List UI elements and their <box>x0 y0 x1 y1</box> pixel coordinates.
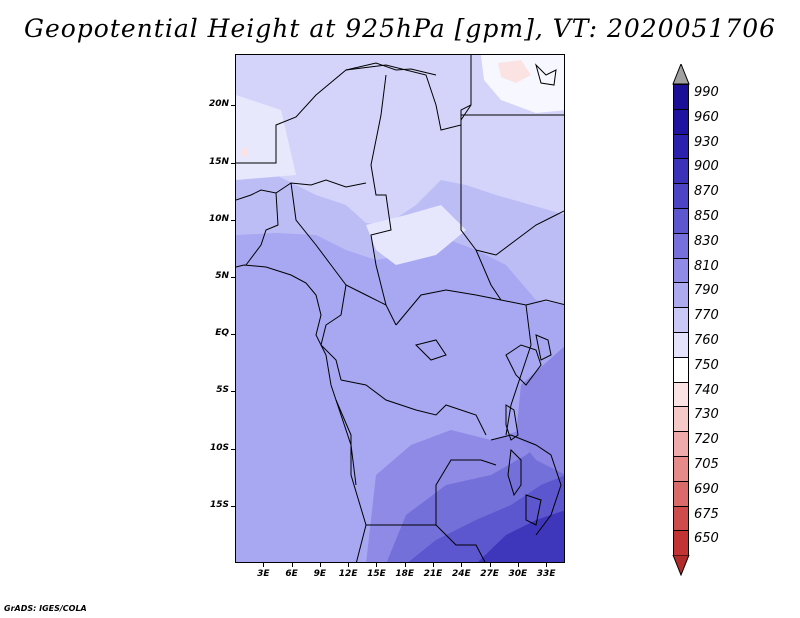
colorbar-swatch <box>673 381 689 408</box>
lat-tick-label: EQ <box>215 328 229 339</box>
lon-tick-mark <box>461 563 463 567</box>
colorbar-swatch <box>673 431 689 457</box>
colorbar-level-label: 770 <box>694 308 719 324</box>
lat-tick-mark <box>231 277 235 279</box>
shade-west-pink <box>241 147 248 157</box>
colorbar-level-label: 810 <box>694 258 719 274</box>
colorbar-swatch <box>673 332 689 358</box>
colorbar-level-label: 990 <box>694 85 719 100</box>
colorbar-swatch <box>673 356 689 383</box>
colorbar-level-label: 730 <box>694 407 719 423</box>
colorbar-level-label: 930 <box>694 134 719 150</box>
lat-tick-label: 5N <box>215 271 229 282</box>
colorbar-level-label: 960 <box>694 109 719 125</box>
lon-tick-mark <box>319 563 321 567</box>
colorbar-level-label: 650 <box>694 531 719 547</box>
lon-tick-mark <box>348 563 350 567</box>
colorbar-level-label: 705 <box>694 457 719 472</box>
colorbar-swatch <box>673 505 689 532</box>
lon-tick-label: 9E <box>313 569 327 579</box>
colorbar-swatch <box>673 257 689 284</box>
lat-tick-label: 20N <box>208 99 229 110</box>
lat-tick-label: 10N <box>208 213 229 224</box>
colorbar-level-label: 900 <box>694 159 719 175</box>
lat-tick-mark <box>231 334 235 336</box>
lon-tick-label: 24E <box>451 569 471 579</box>
colorbar-level-label: 830 <box>694 233 719 249</box>
lat-tick-mark <box>231 505 235 507</box>
colorbar-swatch <box>673 183 689 209</box>
lat-tick-label: 10S <box>209 442 229 453</box>
colorbar-swatch <box>673 208 689 234</box>
colorbar-swatch <box>673 282 689 309</box>
shade-central-light <box>366 205 466 265</box>
colorbar-swatch <box>673 480 689 507</box>
colorbar-level-label: 675 <box>694 506 719 522</box>
colorbar-swatch <box>673 307 689 333</box>
lat-tick-mark <box>231 105 235 107</box>
colorbar-swatch <box>673 133 689 160</box>
lat-tick-mark <box>231 391 235 393</box>
colorbar-swatch <box>673 158 689 185</box>
lon-tick-mark <box>546 563 548 567</box>
lon-tick-mark <box>489 563 491 567</box>
lon-tick-mark <box>263 563 265 567</box>
lon-tick-label: 3E <box>257 569 270 579</box>
colorbar-level-label: 740 <box>694 382 719 398</box>
map-panel <box>235 54 565 563</box>
lon-tick-mark <box>291 563 293 567</box>
colorbar-level-label: 760 <box>694 333 719 348</box>
map-title: Geopotential Height at 925hPa [gpm], VT:… <box>23 14 777 43</box>
geopotential-map <box>236 55 564 562</box>
lat-tick-mark <box>231 219 235 221</box>
lon-tick-mark <box>517 563 519 567</box>
lon-tick-label: 18E <box>395 569 415 579</box>
lon-tick-mark <box>376 563 378 567</box>
lon-tick-label: 33E <box>536 569 556 579</box>
lon-tick-mark <box>404 563 406 567</box>
lat-tick-mark <box>231 448 235 450</box>
colorbar-level-label: 790 <box>694 283 719 299</box>
lon-tick-label: 30E <box>508 569 528 579</box>
shade-south-band-4 <box>478 510 564 562</box>
colorbar-level-label: 720 <box>694 432 719 448</box>
colorbar: 990 960 930 900 870 850 830 810 790 770 760 750 740 7… <box>672 64 752 577</box>
shade-west-light <box>236 95 296 180</box>
grads-credit: GrADS: IGES/COLA <box>4 604 87 613</box>
colorbar-top-arrow <box>672 64 690 85</box>
colorbar-level-label: 850 <box>694 209 719 224</box>
shade-ne-pink <box>498 60 531 83</box>
country-borders <box>236 55 564 562</box>
lon-tick-label: 12E <box>338 569 358 579</box>
colorbar-level-label: 870 <box>694 184 719 200</box>
lon-tick-label: 21E <box>423 569 443 579</box>
colorbar-swatch <box>673 84 689 110</box>
colorbar-swatch <box>673 530 689 557</box>
lat-tick-label: 15N <box>208 156 229 167</box>
lon-tick-label: 27E <box>480 569 499 579</box>
colorbar-swatch <box>673 456 689 482</box>
colorbar-swatch <box>673 406 689 433</box>
colorbar-swatch <box>673 108 689 135</box>
lat-tick-mark <box>231 162 235 164</box>
colorbar-level-label: 690 <box>694 481 719 497</box>
lon-tick-mark <box>433 563 434 567</box>
lon-tick-label: 15E <box>367 569 386 579</box>
colorbar-swatch <box>673 232 689 259</box>
lat-tick-label: 5S <box>216 385 229 396</box>
lon-tick-label: 6E <box>285 569 298 579</box>
colorbar-bottom-arrow <box>672 555 690 577</box>
lat-tick-label: 15S <box>209 499 229 510</box>
colorbar-level-label: 750 <box>694 357 719 373</box>
